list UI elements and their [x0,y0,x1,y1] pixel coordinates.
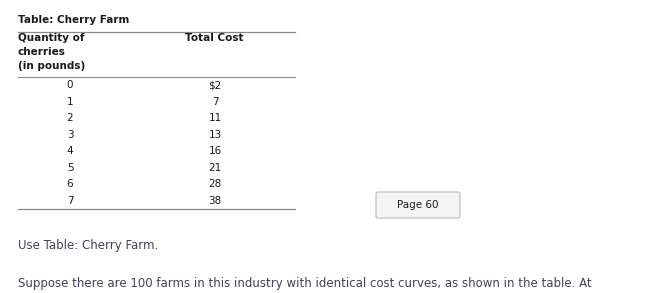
Text: Use Table: Cherry Farm.: Use Table: Cherry Farm. [18,239,158,252]
Text: 13: 13 [208,130,221,140]
Text: Total Cost: Total Cost [185,33,243,43]
Text: 28: 28 [208,179,221,189]
Text: 1: 1 [67,97,73,107]
Text: cherries: cherries [18,47,66,57]
Text: Quantity of: Quantity of [18,33,85,43]
Text: 7: 7 [211,97,218,107]
Text: 11: 11 [208,113,221,123]
Text: $2: $2 [208,80,221,90]
Text: 0: 0 [67,80,73,90]
Text: Suppose there are 100 farms in this industry with identical cost curves, as show: Suppose there are 100 farms in this indu… [18,277,592,290]
Text: 6: 6 [67,179,73,189]
Text: 3: 3 [67,130,73,140]
Text: Page 60: Page 60 [398,200,439,210]
FancyBboxPatch shape [376,192,460,218]
Text: 4: 4 [67,146,73,156]
Text: 5: 5 [67,163,73,173]
Text: 2: 2 [67,113,73,123]
Text: 21: 21 [208,163,221,173]
Text: Table: Cherry Farm: Table: Cherry Farm [18,15,129,25]
Text: 7: 7 [67,196,73,206]
Text: 16: 16 [208,146,221,156]
Text: 38: 38 [208,196,221,206]
Text: (in pounds): (in pounds) [18,61,85,71]
